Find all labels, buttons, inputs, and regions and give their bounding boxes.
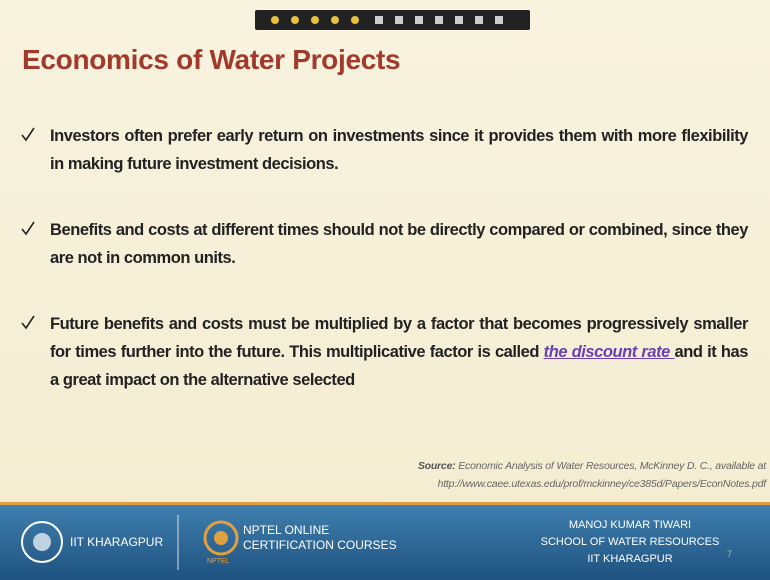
bullet: Future benefits and costs must be multip… xyxy=(20,310,748,394)
check-icon xyxy=(21,221,35,236)
link[interactable]: the discount rate xyxy=(543,343,675,361)
bullet-text: Future benefits and costs must be multip… xyxy=(50,310,748,394)
nptel-logo-text: NPTEL xyxy=(207,558,230,565)
check-icon xyxy=(21,127,35,142)
source-label: Source: xyxy=(417,460,456,472)
bullet-text: Benefits and costs at different times sh… xyxy=(50,221,748,267)
divider xyxy=(0,502,770,505)
nptel-line: NPTEL ONLINE xyxy=(243,523,330,537)
bullet: Benefits and costs at different times sh… xyxy=(20,216,748,272)
nptel-line: CERTIFICATION COURSES xyxy=(243,538,397,552)
source-note: Source: Economic Analysis of Water Resou… xyxy=(418,457,766,493)
slide-title: Economics of Water Projects xyxy=(22,44,401,75)
text: and it has a great impact on the alterna… xyxy=(50,343,749,389)
bullet: Investors often prefer early return on i… xyxy=(20,122,748,178)
presenter-line: SCHOOL OF WATER RESOURCES xyxy=(540,536,720,548)
institute-name: IIT KHARAGPUR xyxy=(70,535,164,549)
source-text: Economic Analysis of Water Resources, Mc… xyxy=(458,460,766,472)
presenter-line: MANOJ KUMAR TIWARI xyxy=(568,519,692,531)
text: Future benefits and costs must be multip… xyxy=(50,315,748,361)
check-icon xyxy=(21,315,35,330)
toolbar-icons xyxy=(271,16,503,24)
bullet-text: Investors often prefer early return on i… xyxy=(50,127,748,173)
footer-graphics xyxy=(21,515,239,570)
page-number: 7 xyxy=(727,549,733,559)
presenter-block: MANOJ KUMAR TIWARI SCHOOL OF WATER RESOU… xyxy=(520,517,740,568)
presenter-line: IIT KHARAGPUR xyxy=(587,553,673,565)
footer: IIT KHARAGPUR NPTEL NPTEL ONLINE CERTIFI… xyxy=(0,505,770,580)
annotation-toolbar[interactable] xyxy=(255,10,530,30)
source-url: http://www.caee.utexas.edu/prof/mckinney… xyxy=(437,478,767,490)
